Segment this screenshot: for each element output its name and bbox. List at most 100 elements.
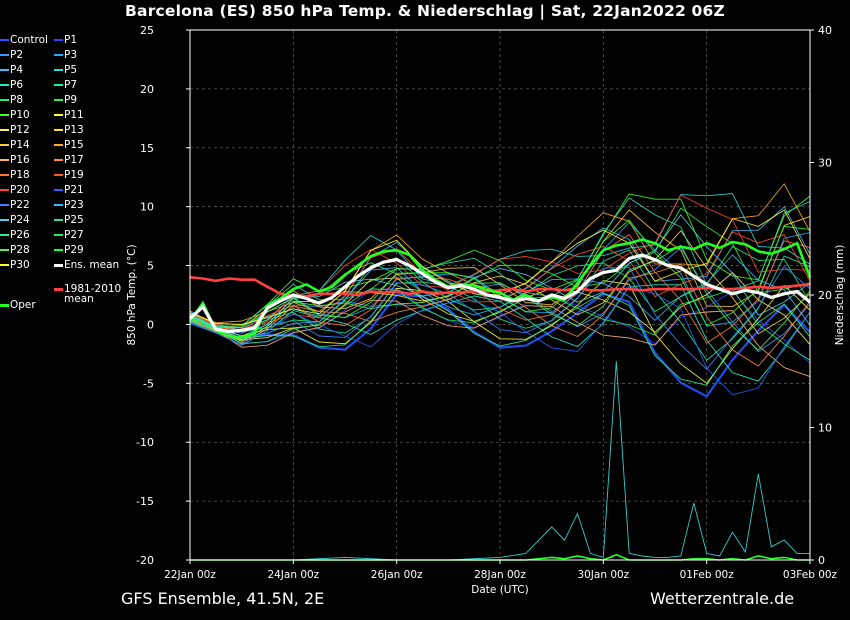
ensemble-member-line — [189, 249, 811, 361]
y-tick-label: -5 — [143, 377, 154, 390]
x-tick-label: 01Feb 00z — [680, 569, 735, 581]
legend-item-oper: Oper — [0, 299, 36, 311]
main-series — [188, 238, 812, 339]
legend-item-ens-mean: Ens. mean — [54, 259, 119, 271]
legend-label: P22 — [10, 199, 30, 211]
legend-swatch — [54, 69, 63, 71]
legend-label: P1 — [64, 34, 78, 46]
legend-swatch — [0, 129, 9, 131]
ensemble-member-line — [189, 287, 811, 364]
ensemble-member-line — [189, 231, 811, 329]
y2-tick-label: 20 — [818, 289, 832, 302]
legend-label: P8 — [10, 94, 24, 106]
ensemble-members-series — [189, 183, 811, 398]
x-tick-label: 22Jan 00z — [164, 569, 216, 581]
legend-swatch — [0, 99, 9, 101]
x-tick-label: 28Jan 00z — [474, 569, 526, 581]
legend-label: P7 — [64, 79, 78, 91]
legend-swatch — [54, 144, 63, 146]
ens-mean-line — [188, 253, 812, 334]
legend-item: P13 — [54, 124, 84, 136]
legend-item: P26 — [0, 229, 30, 241]
legend-label: P25 — [64, 214, 84, 226]
legend-swatch — [54, 39, 63, 41]
legend-item: P23 — [54, 199, 84, 211]
legend-swatch — [54, 174, 63, 176]
legend-label: P18 — [10, 169, 30, 181]
legend-label: P30 — [10, 259, 30, 271]
legend-swatch — [54, 234, 63, 236]
x-tick-label: 30Jan 00z — [577, 569, 629, 581]
y-tick-label: 20 — [140, 83, 154, 96]
legend-label: P27 — [64, 229, 84, 241]
legend-item: P30 — [0, 259, 30, 271]
x-tick-label: 26Jan 00z — [371, 569, 423, 581]
legend-swatch — [54, 129, 63, 131]
legend-swatch — [0, 174, 9, 176]
legend-label: P21 — [64, 184, 84, 196]
legend-swatch — [0, 69, 9, 71]
legend-item: P19 — [54, 169, 84, 181]
legend-label: P16 — [10, 154, 30, 166]
y-tick-label: 10 — [140, 201, 154, 214]
legend-swatch — [0, 144, 9, 146]
legend-label: P10 — [10, 109, 30, 121]
y2-tick-label: 30 — [818, 157, 832, 170]
legend-label: P12 — [10, 124, 30, 136]
legend-swatch — [54, 114, 63, 116]
y-tick-label: 15 — [140, 142, 154, 155]
legend-item: P21 — [54, 184, 84, 196]
legend-item: P11 — [54, 109, 84, 121]
ensemble-member-line — [189, 209, 811, 326]
legend-label: mean — [64, 293, 94, 305]
legend-item: P14 — [0, 139, 30, 151]
legend-label: P23 — [64, 199, 84, 211]
y2-tick-label: 40 — [818, 24, 832, 37]
site-credit: Wetterzentrale.de — [650, 589, 795, 608]
legend-label: P2 — [10, 49, 24, 61]
legend-item: P5 — [54, 64, 77, 76]
legend-swatch — [54, 249, 63, 251]
legend-label: P6 — [10, 79, 24, 91]
y-axis-label: 850 hPa Temp. (°C) — [126, 244, 138, 345]
legend-swatch — [54, 189, 63, 191]
legend-item: P28 — [0, 244, 30, 256]
y2-axis-label: Niederschlag (mm) — [834, 245, 846, 346]
legend-swatch — [0, 204, 9, 206]
y-tick-label: 0 — [147, 318, 154, 331]
legend-item: P12 — [0, 124, 30, 136]
legend-item: P29 — [54, 244, 84, 256]
ensemble-member-line — [189, 289, 811, 386]
legend-swatch — [54, 54, 63, 56]
legend-label: Oper — [10, 299, 36, 311]
legend-item: P4 — [0, 64, 23, 76]
legend-swatch — [0, 54, 9, 56]
legend-item: P18 — [0, 169, 30, 181]
legend-item-climate-mean: 1981-2010 — [54, 283, 121, 295]
y-tick-label: -15 — [136, 495, 154, 508]
legend-item: P27 — [54, 229, 84, 241]
legend-item: P1 — [54, 34, 77, 46]
y-tick-label: 25 — [140, 24, 154, 37]
legend-swatch — [54, 263, 63, 267]
legend-swatch — [0, 219, 9, 221]
ensemble-member-line — [189, 285, 811, 396]
legend-label: P29 — [64, 244, 84, 256]
y2-tick-label: 0 — [818, 554, 825, 567]
legend-label: P17 — [64, 154, 84, 166]
legend-label: P19 — [64, 169, 84, 181]
legend-swatch — [0, 84, 9, 86]
ensemble-member-line — [189, 265, 811, 370]
x-tick-label: 24Jan 00z — [267, 569, 319, 581]
y-tick-label: -20 — [136, 554, 154, 567]
legend-label: Ens. mean — [64, 259, 120, 271]
model-info: GFS Ensemble, 41.5N, 2E — [121, 589, 325, 608]
legend-swatch — [54, 219, 63, 221]
ensemble-member-line — [189, 244, 811, 351]
legend-swatch — [54, 204, 63, 206]
legend-label: P9 — [64, 94, 78, 106]
legend-label: P26 — [10, 229, 30, 241]
legend-item: P10 — [0, 109, 30, 121]
legend-item: P3 — [54, 49, 77, 61]
legend-label: P4 — [10, 64, 24, 76]
